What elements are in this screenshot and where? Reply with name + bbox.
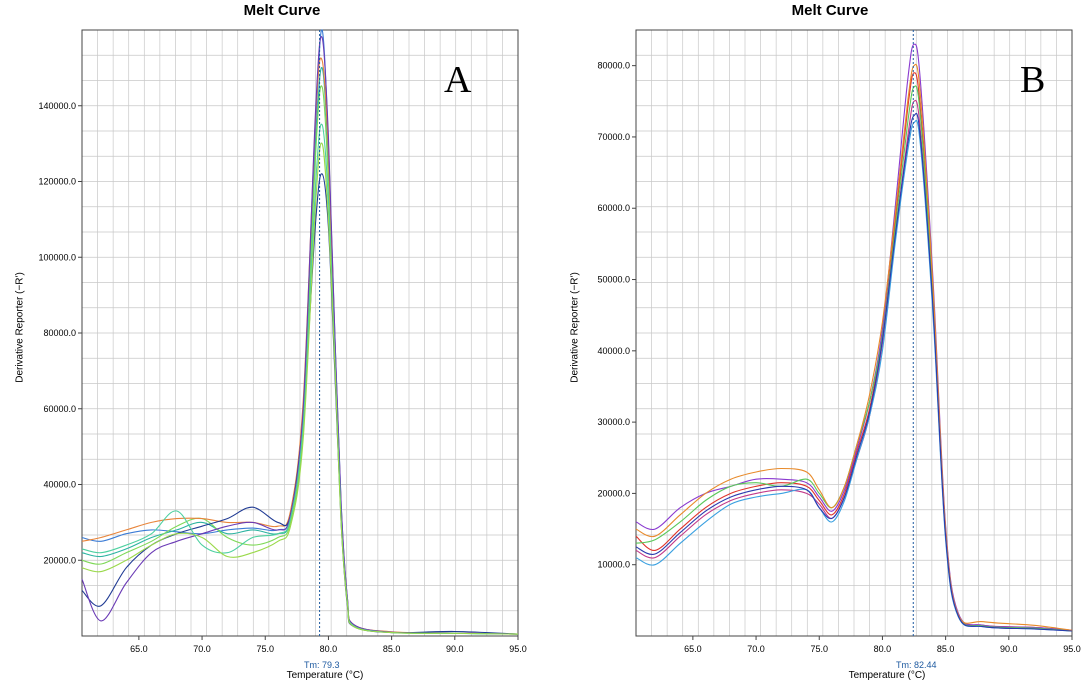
- chart-title: Melt Curve: [243, 2, 321, 19]
- x-axis-label: Temperature (°C): [848, 670, 926, 681]
- melt-curve-plot: 65.0 70.0 75.0 80.0 85.0 90.0 95.0 10000.0 20000…: [597, 29, 1081, 654]
- tm-label: Tm: 82.44: [896, 660, 937, 670]
- x-tick-label: 80.0: [320, 644, 338, 654]
- x-tick-label: 65.0: [130, 644, 148, 654]
- melt-curve-panel-a: Melt Curve Derivative Reporter (−R') 65.…: [0, 0, 530, 684]
- plot-area: 65.0 70.0 75.0 80.0 85.0 90.0 95.0 20000.0 40000…: [38, 29, 527, 654]
- y-tick-label: 60000.0: [43, 404, 76, 414]
- melt-curve-panel-b: Melt Curve Derivative Reporter (−R') 65.…: [550, 0, 1084, 684]
- y-tick-label: 10000.0: [597, 560, 630, 570]
- grid: [82, 30, 518, 636]
- x-tick-label: 70.0: [747, 644, 765, 654]
- y-tick-label: 80000.0: [597, 61, 630, 71]
- y-tick-label: 50000.0: [597, 275, 630, 285]
- plot-area: 65.0 70.0 75.0 80.0 85.0 90.0 95.0 10000.0 20000…: [597, 29, 1081, 654]
- x-tick-label: 75.0: [810, 644, 828, 654]
- x-tick-label: 95.0: [509, 644, 527, 654]
- y-tick-label: 60000.0: [597, 203, 630, 213]
- y-tick-label: 20000.0: [43, 555, 76, 565]
- y-tick-label: 80000.0: [43, 328, 76, 338]
- series-group: [81, 29, 519, 635]
- x-tick-label: 65.0: [684, 644, 702, 654]
- y-tick-label: 30000.0: [597, 417, 630, 427]
- x-tick-label: 75.0: [256, 644, 274, 654]
- x-tick-label: 90.0: [446, 644, 464, 654]
- melt-curve-plot: 65.0 70.0 75.0 80.0 85.0 90.0 95.0 20000.0 40000…: [38, 29, 527, 654]
- x-axis-label: Temperature (°C): [286, 670, 364, 681]
- y-tick-label: 40000.0: [43, 480, 76, 490]
- tm-label: Tm: 79.3: [304, 660, 340, 670]
- y-tick-label: 120000.0: [38, 177, 76, 187]
- series-line-7: [81, 142, 519, 635]
- y-tick-label: 40000.0: [597, 346, 630, 356]
- x-tick-label: 90.0: [1000, 644, 1018, 654]
- grid: [636, 30, 1072, 636]
- plot-frame: [635, 29, 1073, 637]
- panel-letter: A: [444, 59, 472, 101]
- chart-title: Melt Curve: [791, 2, 869, 19]
- series-group: [635, 43, 1073, 632]
- y-tick-label: 140000.0: [38, 101, 76, 111]
- y-tick-label: 20000.0: [597, 488, 630, 498]
- y-tick-label: 100000.0: [38, 252, 76, 262]
- x-tick-label: 85.0: [383, 644, 401, 654]
- x-tick-label: 85.0: [937, 644, 955, 654]
- y-tick-label: 70000.0: [597, 132, 630, 142]
- x-tick-label: 95.0: [1063, 644, 1081, 654]
- y-axis-label: Derivative Reporter (−R'): [14, 272, 26, 383]
- x-tick-label: 80.0: [874, 644, 892, 654]
- x-tick-label: 70.0: [193, 644, 211, 654]
- y-axis-label: Derivative Reporter (−R'): [569, 272, 581, 383]
- series-line-6: [635, 112, 1073, 632]
- panel-letter: B: [1020, 59, 1046, 101]
